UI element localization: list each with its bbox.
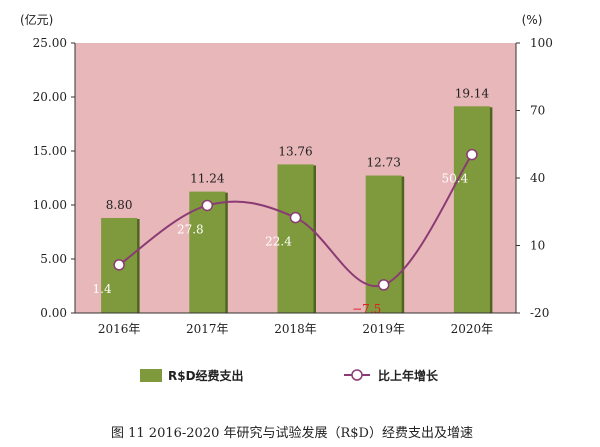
- axes-group: 0.00 5.00 10.00 15.00 20.00 25.00 -20 10 40 70 100…: [33, 36, 553, 336]
- growth-value-label: 27.8: [177, 222, 204, 236]
- bar-value-label: 19.14: [455, 86, 490, 100]
- growth-value-label: 1.4: [93, 282, 112, 296]
- growth-value-label: 50.4: [442, 172, 469, 186]
- left-axis-tick-label: 5.00: [40, 252, 67, 266]
- bar-value-label: 13.76: [278, 144, 312, 158]
- growth-value-label: −7.5: [352, 302, 381, 316]
- legend-bar-swatch: [140, 369, 162, 382]
- x-axis-category-label: 2018年: [274, 322, 317, 336]
- growth-value-label: 22.4: [265, 235, 292, 249]
- x-axis-category-label: 2017年: [186, 322, 229, 336]
- bar: [453, 106, 490, 314]
- left-axis-tick-label: 25.00: [33, 36, 67, 50]
- left-axis-unit: (亿元): [20, 12, 53, 27]
- right-axis-unit: (%): [522, 13, 543, 27]
- left-axis-tick-label: 15.00: [33, 144, 67, 158]
- growth-marker: [466, 148, 478, 161]
- right-axis-tick-label: 10: [530, 239, 545, 253]
- growth-marker: [289, 211, 302, 224]
- legend: R$D经费支出 比上年增长: [140, 368, 439, 383]
- right-axis-tick-label: 40: [530, 171, 545, 185]
- bar: [365, 175, 402, 313]
- bar: [277, 164, 314, 313]
- left-axis-tick-label: 0.00: [40, 306, 67, 320]
- bar-value-label: 12.73: [367, 156, 401, 170]
- legend-bar-label: R$D经费支出: [168, 368, 244, 383]
- right-axis-tick-label: 70: [530, 104, 545, 118]
- x-axis-category-label: 2019年: [362, 322, 405, 336]
- growth-line-group: 1.4 27.8 22.4 −7.5 50.4: [93, 148, 478, 316]
- left-axis-tick-label: 20.00: [33, 90, 67, 104]
- bar: [189, 191, 226, 313]
- chart-caption: 图 11 2016-2020 年研究与试验发展（R$D）经费支出及增速: [111, 425, 473, 441]
- left-axis-tick-label: 10.00: [33, 198, 67, 212]
- growth-marker: [377, 279, 390, 291]
- legend-line-marker: [351, 369, 363, 381]
- bar-value-label: 11.24: [190, 172, 225, 186]
- right-axis-tick-label: 100: [530, 36, 553, 50]
- bar-value-label: 8.80: [106, 198, 133, 212]
- x-axis-category-label: 2020年: [451, 322, 494, 336]
- x-axis-category-label: 2016年: [98, 322, 141, 336]
- legend-line-label: 比上年增长: [378, 368, 439, 383]
- right-axis-tick-label: -20: [530, 306, 549, 320]
- growth-line: [118, 154, 473, 288]
- growth-marker: [201, 199, 214, 212]
- growth-marker: [113, 259, 125, 271]
- bars-group: 8.80 11.24 13.76 12.73 19.14: [101, 86, 493, 314]
